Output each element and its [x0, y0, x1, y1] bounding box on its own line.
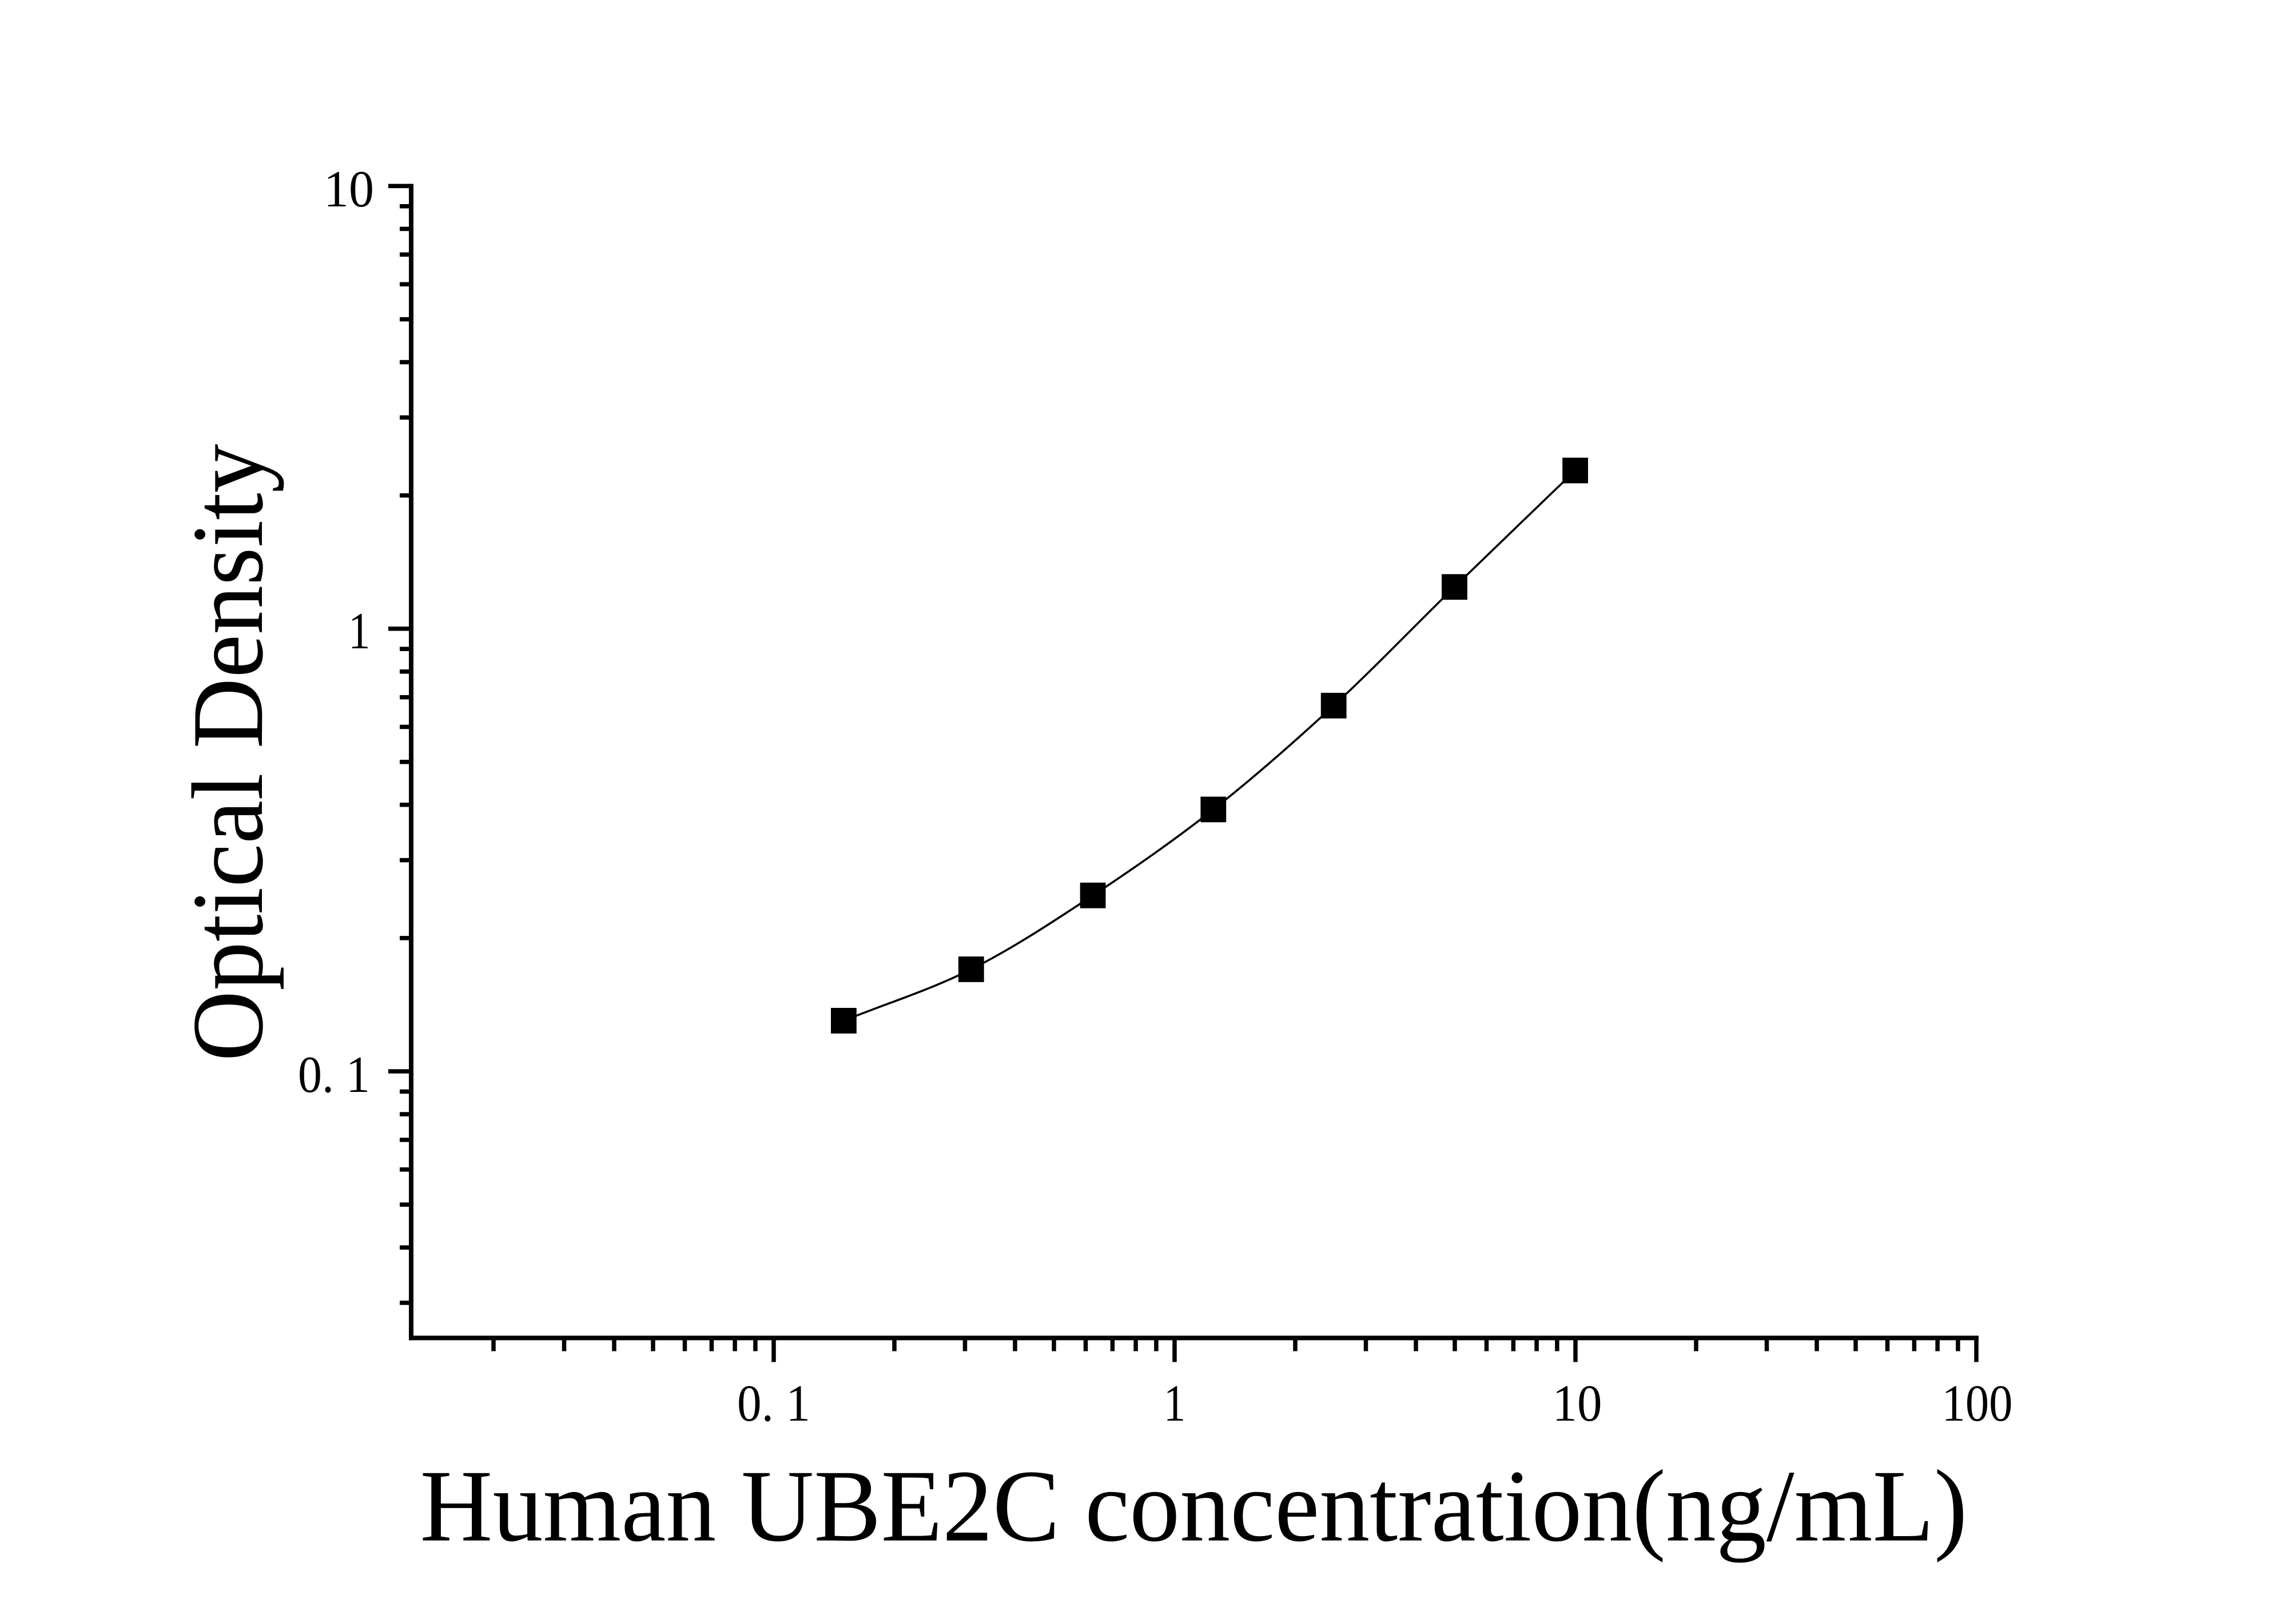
svg-text:1: 1	[348, 602, 371, 660]
svg-text:10: 10	[1553, 1374, 1602, 1432]
svg-text:Optical Density: Optical Density	[171, 444, 284, 1062]
svg-text:100: 100	[1942, 1374, 2013, 1432]
svg-text:1: 1	[1164, 1374, 1186, 1432]
svg-text:Human UBE2C concentration(ng/m: Human UBE2C concentration(ng/mL)	[420, 1449, 1968, 1563]
svg-text:10: 10	[324, 160, 374, 218]
svg-text:0. 1: 0. 1	[737, 1374, 810, 1432]
svg-text:0. 1: 0. 1	[298, 1046, 370, 1103]
